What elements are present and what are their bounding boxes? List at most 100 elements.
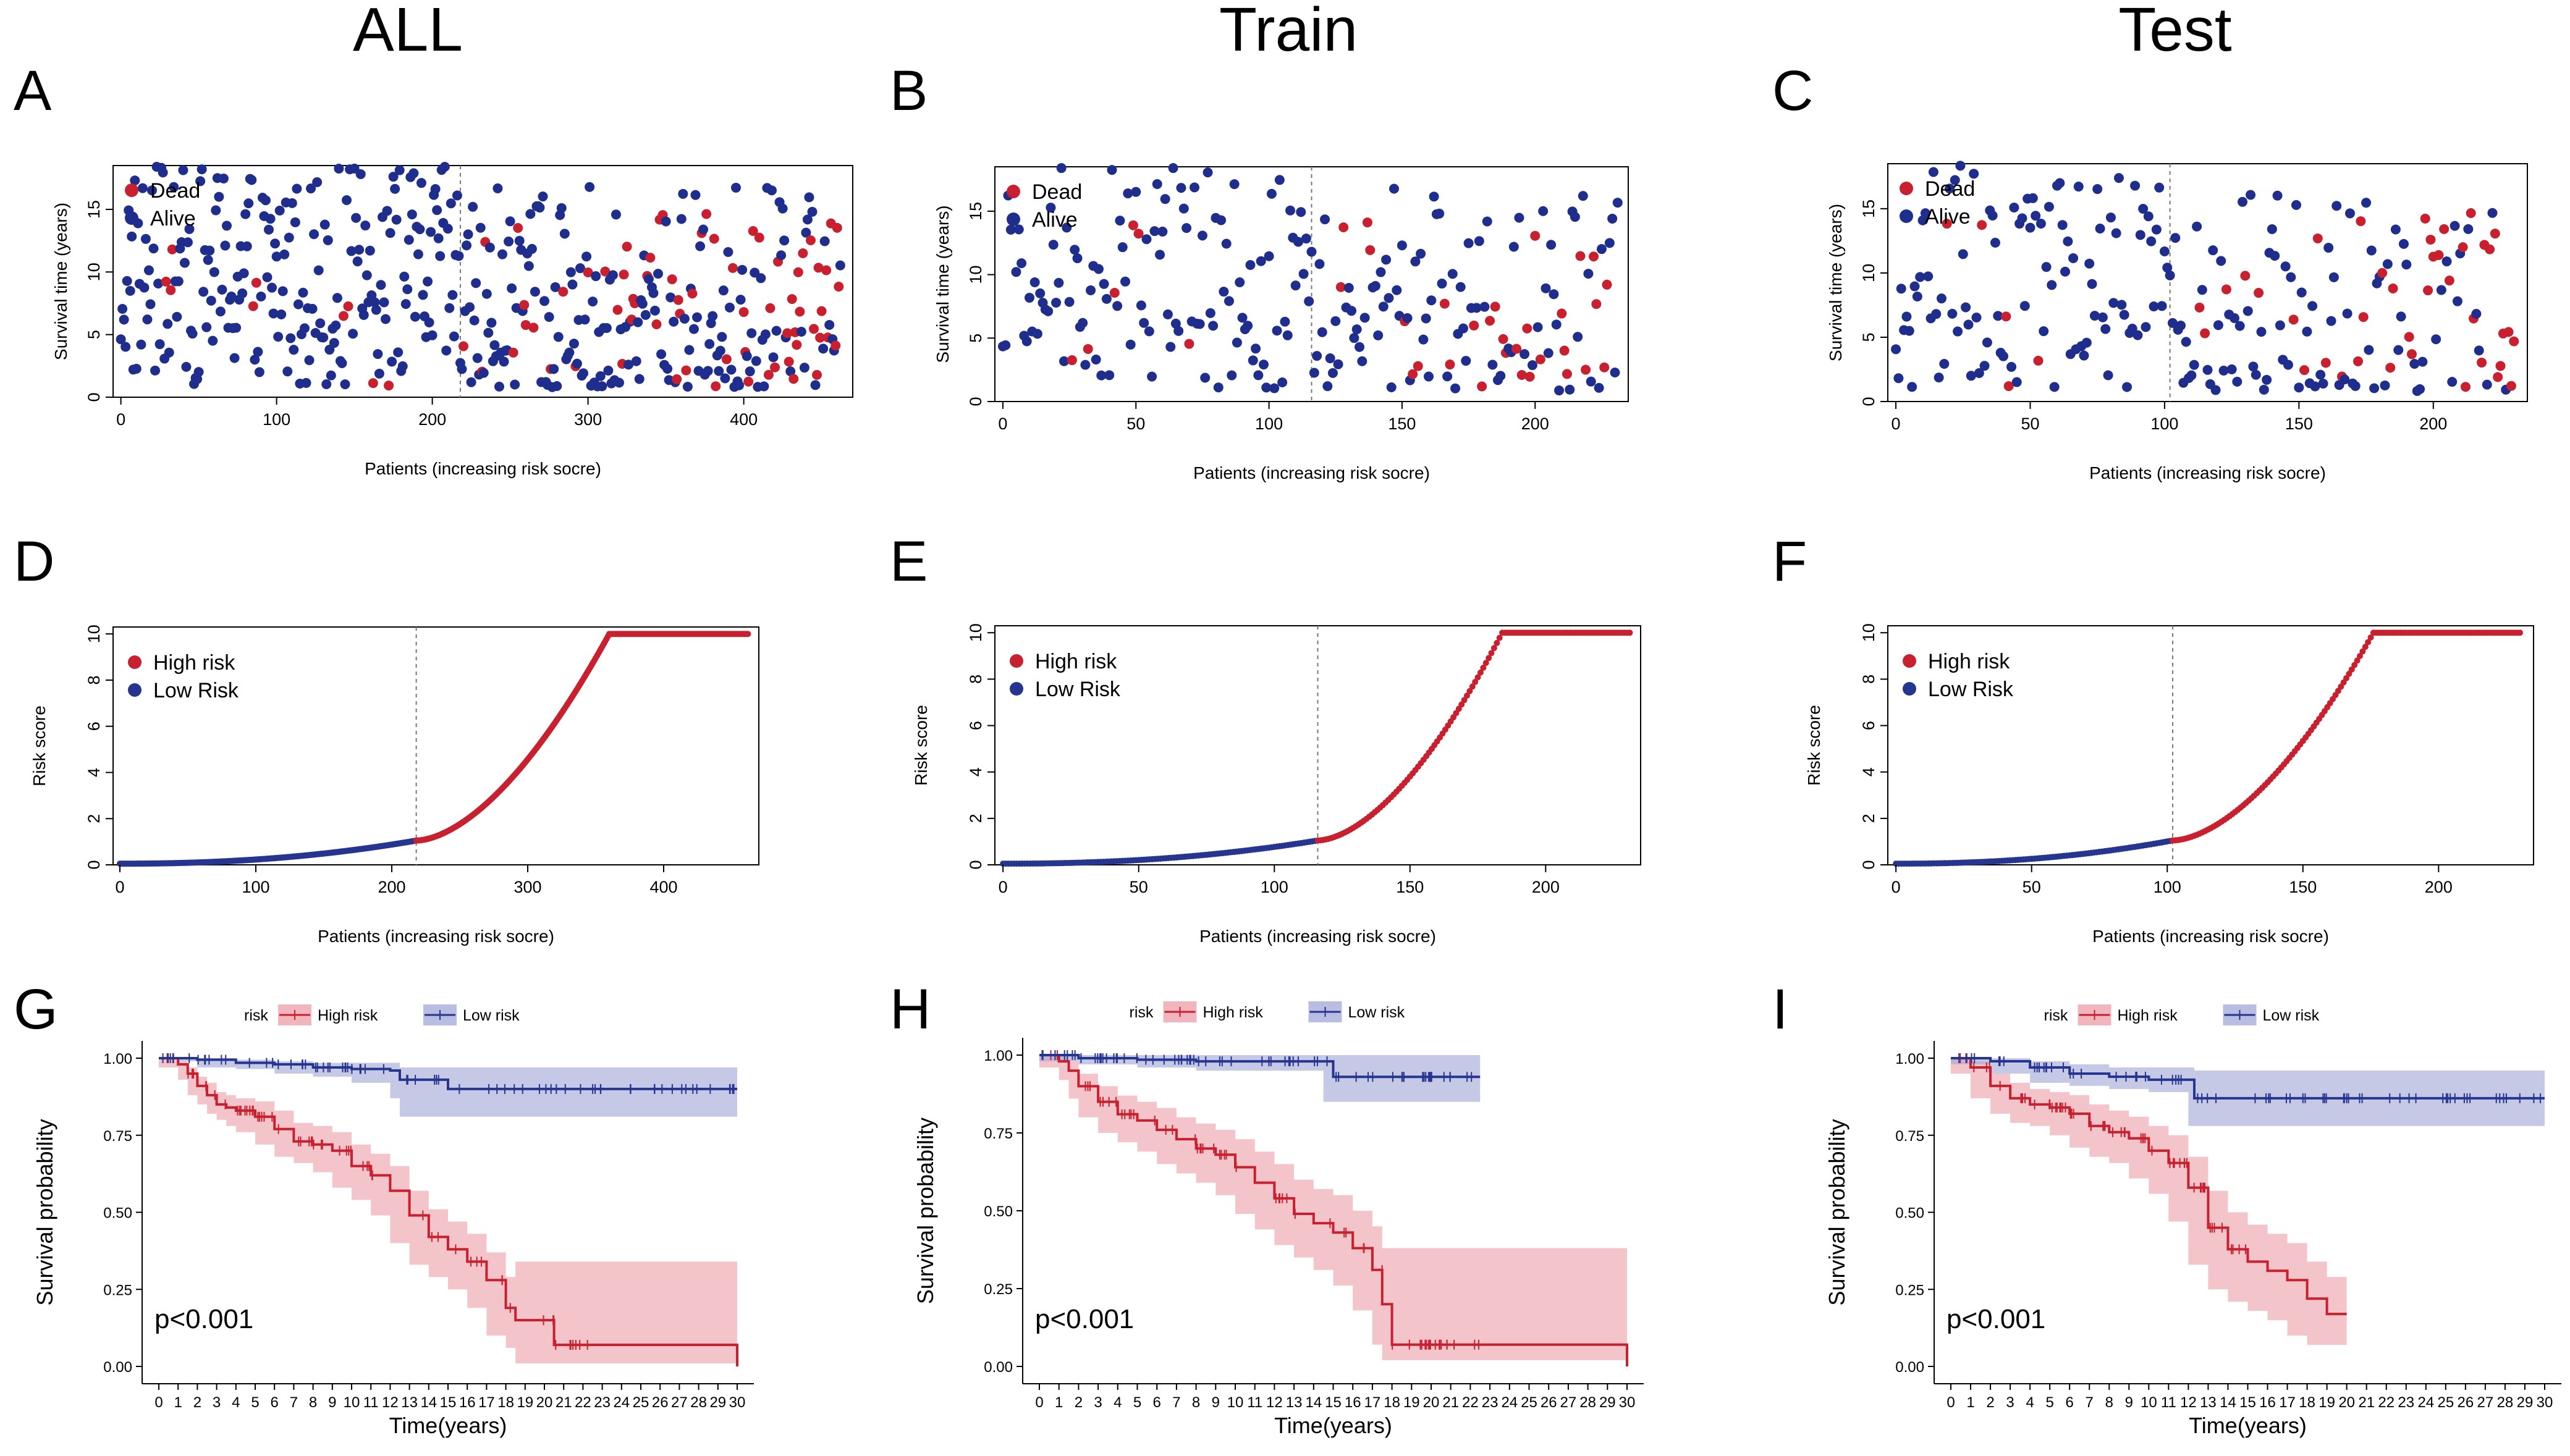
dead-point — [2299, 365, 2310, 376]
y-tick-label: 0.50 — [103, 1205, 132, 1222]
y-tick-label: 0.75 — [103, 1128, 132, 1145]
alive-point — [2108, 298, 2119, 308]
alive-point — [1293, 237, 1303, 247]
high-risk-point — [1480, 664, 1487, 671]
alive-point — [1021, 336, 1032, 347]
alive-point — [2487, 208, 2498, 218]
panel-f: 0 50 100 150 200 0 2 4 6 8 10 Patients (increasing … — [1804, 623, 2534, 946]
x-tick-label: 17 — [2279, 1394, 2296, 1411]
high-risk-point — [1469, 683, 1476, 690]
alive-point — [462, 240, 472, 251]
alive-point — [785, 366, 796, 377]
dead-point — [513, 222, 523, 233]
dead-point — [1133, 229, 1144, 239]
alive-point — [2162, 263, 2173, 273]
alive-point — [553, 332, 564, 342]
alive-point — [1947, 308, 1958, 319]
alive-point — [290, 217, 300, 227]
dead-point — [816, 306, 827, 316]
alive-point — [337, 358, 347, 368]
high-risk-curve — [1039, 1054, 1628, 1366]
alive-point — [130, 175, 140, 186]
alive-point — [423, 276, 433, 287]
legend-low-label: Low risk — [2263, 1007, 2320, 1024]
alive-point — [2189, 360, 2199, 370]
alive-point — [240, 209, 251, 219]
alive-point — [1314, 259, 1325, 269]
alive-point — [1471, 303, 1482, 313]
panel-a: 0 100 200 300 400 0 5 10 15 Patients (increasing … — [51, 162, 853, 478]
alive-point — [2307, 301, 2318, 311]
legend-low-label: Low risk — [1348, 1004, 1405, 1021]
high-risk-point — [1488, 650, 1495, 657]
alive-point — [1461, 356, 1471, 366]
alive-point — [304, 355, 315, 366]
panel-g: 0 1 2 3 4 5 6 7 8 9 10 11 12 13 14 15 16 17 18 19 20 21 22 23 24… — [32, 1004, 754, 1438]
high-risk-point — [1472, 678, 1479, 685]
alive-point — [446, 198, 456, 209]
x-tick-label: 23 — [1482, 1394, 1498, 1411]
dead-point — [368, 378, 378, 389]
x-tick-label: 3 — [1094, 1394, 1102, 1411]
x-tick-label: 300 — [514, 878, 541, 896]
x-tick-label: 29 — [1599, 1394, 1616, 1411]
alive-point — [1421, 313, 1431, 324]
alive-point — [292, 183, 302, 194]
alive-point — [1115, 216, 1125, 226]
dead-point — [805, 235, 816, 246]
alive-point — [535, 203, 545, 213]
dead-point — [2254, 288, 2264, 298]
alive-point — [119, 314, 129, 325]
alive-point — [1035, 288, 1046, 298]
x-tick-label: 8 — [309, 1394, 317, 1411]
high-risk-point — [1466, 688, 1473, 694]
x-tick-label: 30 — [1619, 1394, 1636, 1411]
y-tick-label: 4 — [1859, 767, 1878, 776]
alive-point — [2049, 382, 2060, 392]
alive-point — [360, 221, 371, 231]
alive-point — [1190, 182, 1200, 193]
alive-point — [340, 379, 350, 390]
x-axis-label: Time(years) — [2189, 1413, 2307, 1438]
alive-point — [145, 299, 156, 309]
low-risk-curve — [1039, 1054, 1481, 1079]
alive-point — [494, 381, 504, 392]
alive-point — [1243, 321, 1253, 331]
dead-point — [600, 266, 611, 277]
alive-point — [1963, 319, 1974, 330]
dead-point — [1559, 345, 1570, 356]
x-tick-label: 21 — [556, 1394, 572, 1411]
alive-point — [666, 292, 676, 303]
alive-point — [1939, 359, 1950, 369]
legend-alive-label: Alive — [150, 207, 196, 230]
alive-point — [526, 243, 537, 254]
alive-point — [276, 309, 287, 320]
alive-point — [211, 205, 221, 216]
alive-point — [2283, 360, 2293, 370]
alive-point — [1594, 382, 1604, 393]
alive-point — [2248, 361, 2259, 372]
alive-point — [2057, 220, 2068, 230]
x-tick-label: 19 — [1403, 1394, 1420, 1411]
dead-point — [622, 242, 632, 252]
alive-point — [1583, 269, 1594, 279]
alive-point — [2229, 313, 2239, 323]
panel-letter-g: G — [14, 978, 58, 1041]
y-tick-label: 0.50 — [1895, 1205, 1924, 1222]
alive-point — [2234, 321, 2245, 331]
alive-point — [131, 364, 142, 374]
dead-point — [2353, 356, 2364, 366]
alive-point — [293, 299, 303, 309]
x-tick-label: 22 — [575, 1394, 591, 1411]
alive-point — [1551, 319, 1562, 330]
alive-point — [2149, 301, 2159, 312]
alive-point — [413, 249, 423, 259]
dead-point — [1490, 301, 1500, 312]
x-tick-label: 6 — [271, 1394, 279, 1411]
alive-point — [760, 329, 771, 340]
alive-point — [601, 322, 612, 333]
alive-point — [452, 190, 462, 201]
y-tick-label: 2 — [85, 814, 103, 823]
legend-high-label: High risk — [153, 651, 235, 675]
alive-point — [2310, 381, 2320, 392]
